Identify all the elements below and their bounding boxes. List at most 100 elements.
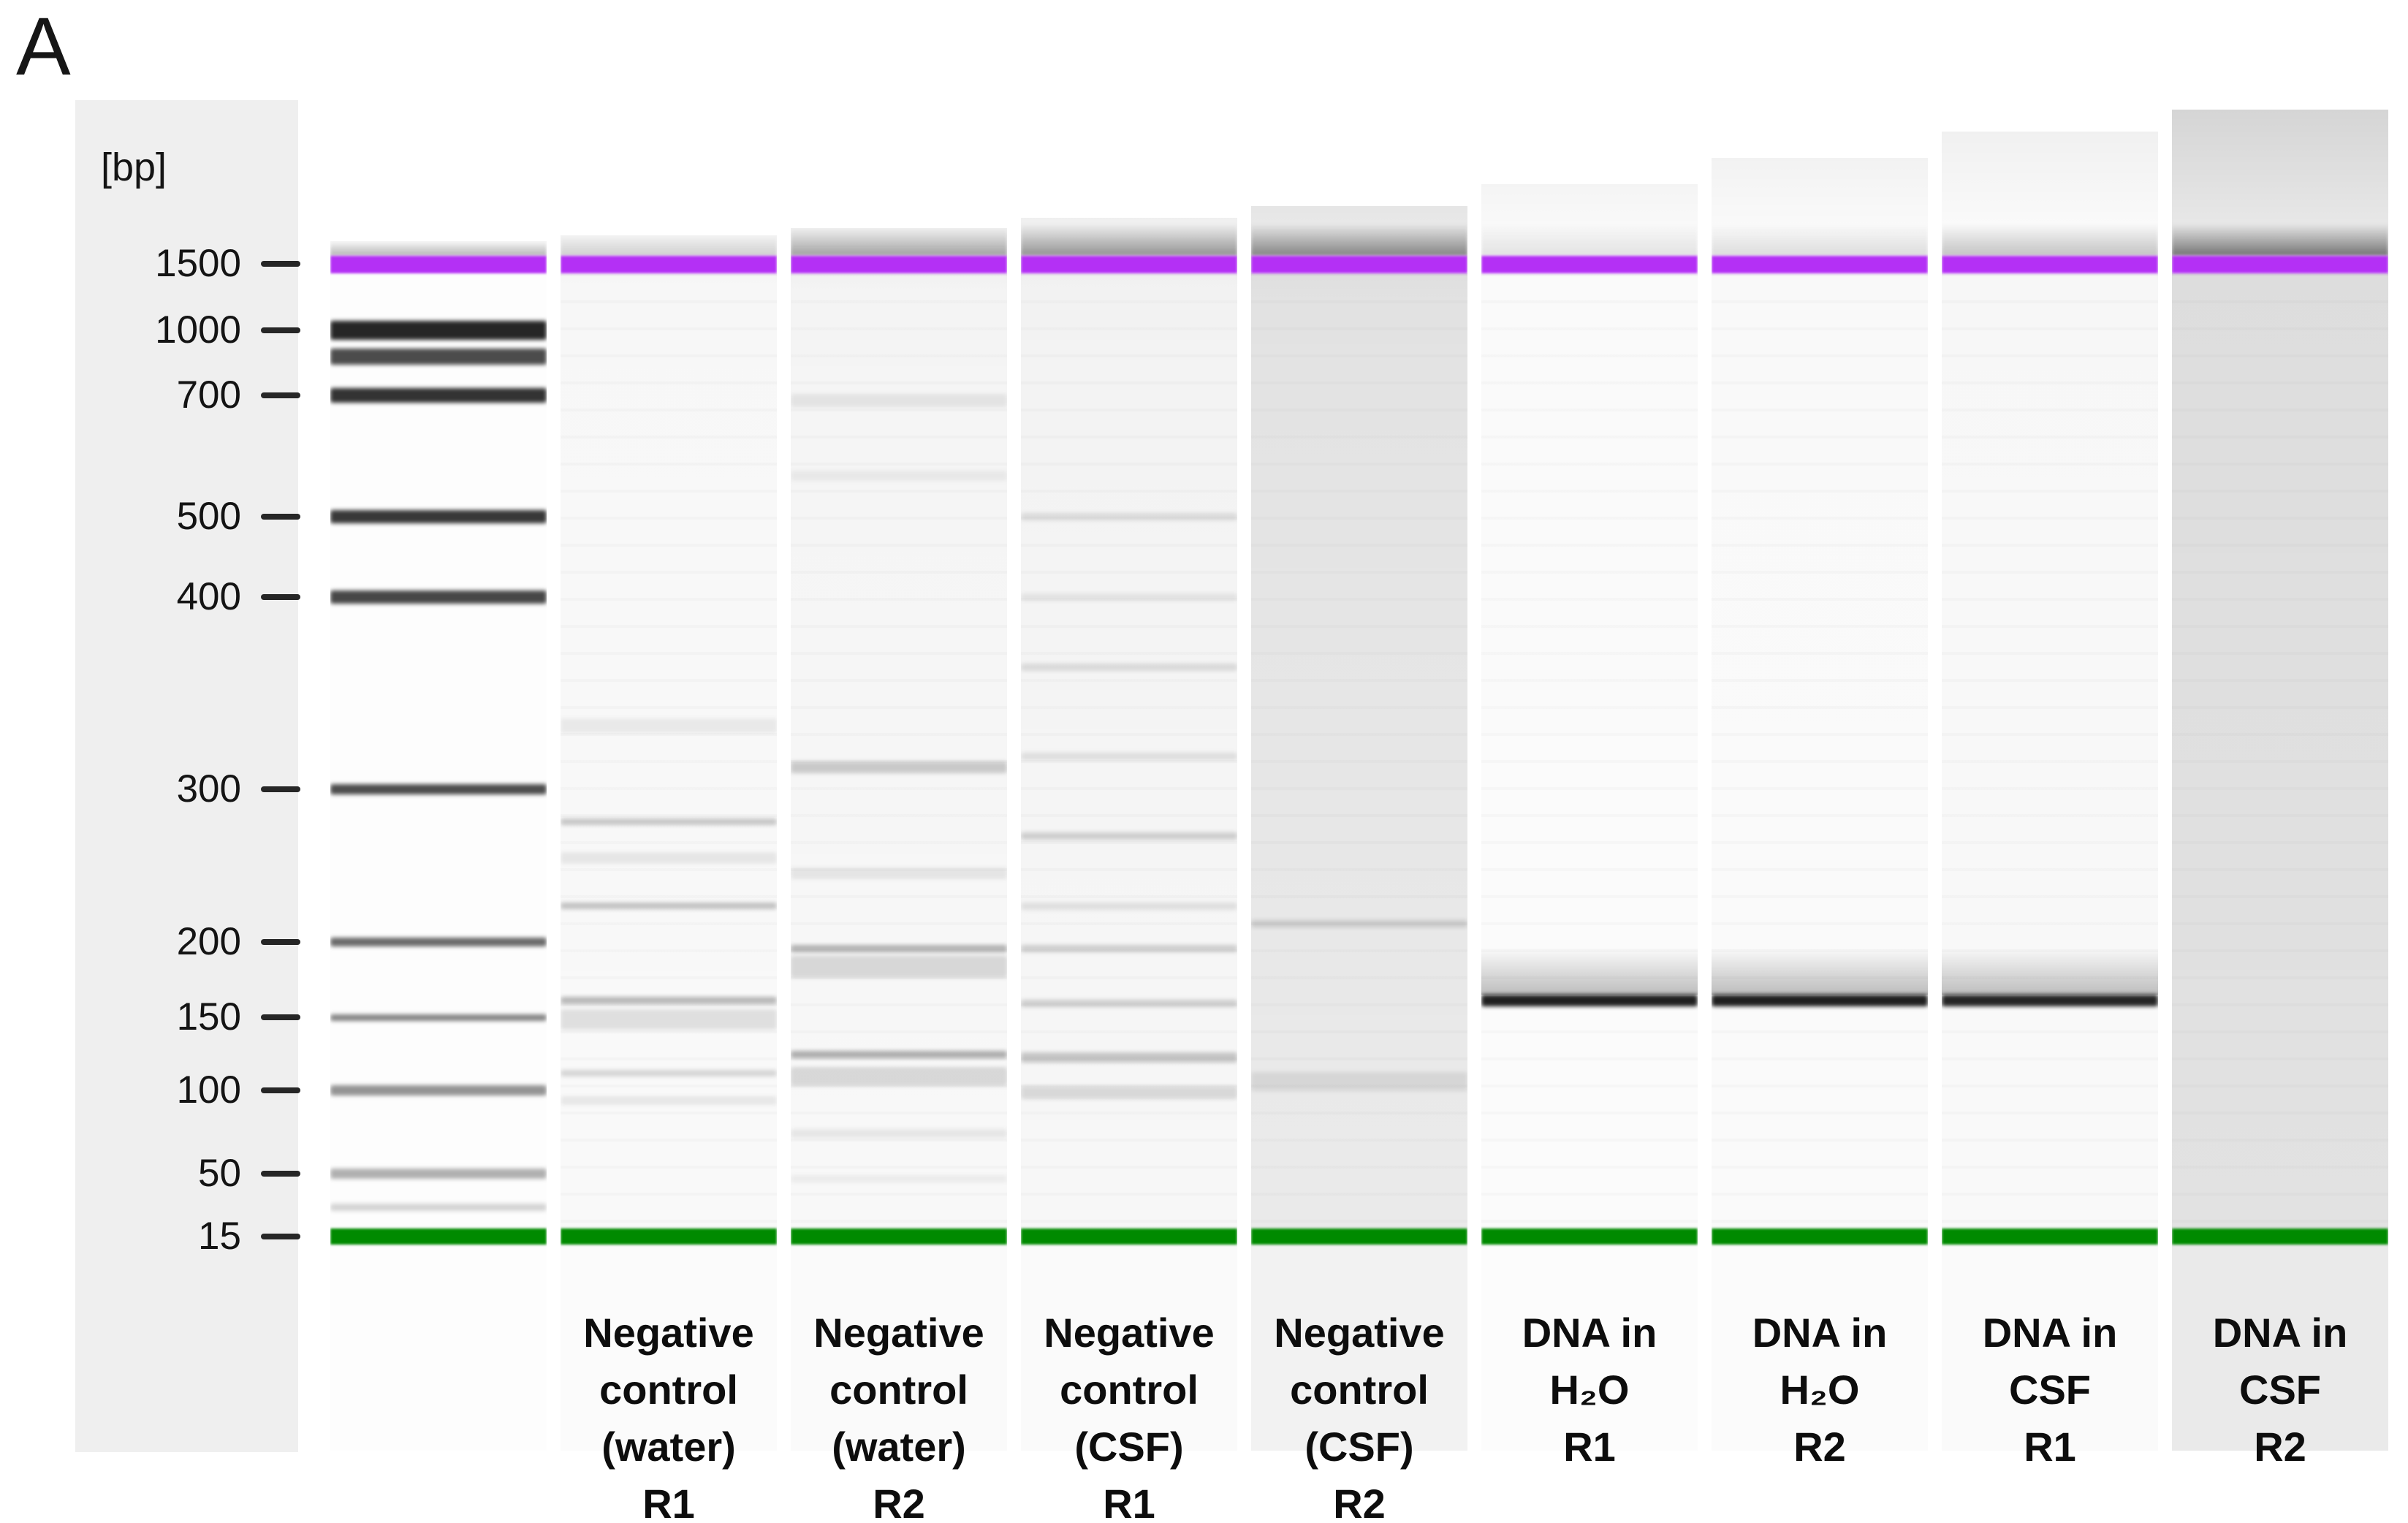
bp-tick-label: 300	[176, 767, 241, 810]
bp-tick	[261, 514, 300, 520]
lane-label-line: CSF	[2239, 1367, 2321, 1413]
lane-top-shade	[2172, 110, 2388, 241]
gel-band-400bp	[330, 590, 547, 604]
gel-band-50bp	[330, 1169, 547, 1179]
lane-top-shade	[1481, 184, 1698, 250]
bp-tick-label: 50	[198, 1152, 241, 1195]
lane-label-line: (CSF)	[1074, 1424, 1184, 1470]
bp-tick	[261, 392, 300, 398]
gel-band-200bp	[330, 938, 547, 946]
bp-tick-label: 500	[176, 495, 241, 538]
gel-band-300bp	[330, 784, 547, 794]
lane-smear	[1942, 273, 2158, 1228]
lane-label-line: Negative	[1044, 1310, 1215, 1356]
lane-striations	[1942, 273, 2158, 1228]
gel-band-220bp	[561, 903, 777, 910]
upper-marker-shadow	[2172, 224, 2388, 256]
lane-smear	[1712, 273, 1928, 1228]
lane-strip-dna-csf-r2	[2172, 110, 2388, 1451]
lane-striations	[1481, 273, 1698, 1228]
bp-tick-label: 200	[176, 920, 241, 963]
gel-band-halo	[1712, 947, 1928, 995]
upper-marker-band	[1021, 256, 1237, 273]
lane-striations	[1251, 273, 1467, 1228]
gel-band-160bp	[1942, 994, 2158, 1006]
bp-axis-column	[75, 100, 298, 1452]
gel-band-195bp	[1021, 945, 1237, 953]
lane-label-line: Negative	[1274, 1310, 1445, 1356]
gel-band-105bp	[1251, 1071, 1467, 1091]
lane-strip-dna-csf-r1	[1942, 132, 2158, 1451]
lane-label-line: R1	[1103, 1481, 1155, 1523]
lane-striations	[561, 273, 777, 1228]
lane-label-line: control	[829, 1367, 968, 1413]
lower-marker-band	[330, 1228, 547, 1245]
gel-band-220bp	[1021, 902, 1237, 910]
upper-marker-band	[791, 256, 1007, 273]
lane-label-neg-water-r2: Negative control (water) R2	[773, 1304, 1025, 1523]
lane-smear	[2172, 273, 2388, 1228]
lane-top-shade	[1021, 218, 1237, 291]
lane-strip-neg-csf-r2	[1251, 206, 1467, 1451]
upper-marker-band	[1481, 256, 1698, 273]
gel-band-560bp	[791, 471, 1007, 482]
lane-smear	[1251, 273, 1467, 1228]
lane-label-line: Negative	[583, 1310, 754, 1356]
gel-band-700bp	[330, 388, 547, 403]
gel-band-halo	[1481, 947, 1698, 995]
lane-label-line: H₂O	[1780, 1367, 1860, 1413]
bp-tick	[261, 939, 300, 945]
lane-top-shade	[1251, 206, 1467, 301]
bp-tick-label: 150	[176, 995, 241, 1038]
lane-strip-neg-water-r2	[791, 228, 1007, 1451]
lane-label-line: (CSF)	[1304, 1424, 1414, 1470]
lane-label-neg-csf-r1: Negative control (CSF) R1	[1003, 1304, 1255, 1523]
gel-band-275bp	[561, 819, 777, 826]
bp-tick-label: 700	[176, 373, 241, 417]
gel-band-25bp	[330, 1204, 547, 1211]
upper-marker-band	[330, 256, 547, 273]
lane-smear	[1021, 273, 1237, 1228]
lane-label-line: control	[599, 1367, 738, 1413]
gel-band-120bp	[1021, 1052, 1237, 1063]
lower-marker-band	[1251, 1228, 1467, 1245]
lane-label-line: R2	[873, 1481, 925, 1523]
bp-tick	[261, 261, 300, 267]
bp-tick	[261, 1087, 300, 1093]
lane-label-line: R1	[1563, 1424, 1616, 1470]
bp-tick	[261, 1234, 300, 1239]
lane-striations	[1712, 273, 1928, 1228]
upper-marker-band	[561, 256, 777, 273]
gel-band-70bp	[791, 1128, 1007, 1138]
lane-label-dna-h2o-r2: DNA in H₂O R2	[1694, 1304, 1945, 1475]
lane-striations	[791, 273, 1007, 1228]
lane-label-dna-h2o-r1: DNA in H₂O R1	[1464, 1304, 1715, 1475]
upper-marker-shadow	[791, 228, 1007, 256]
gel-band-870bp	[330, 349, 547, 365]
lane-strip-neg-csf-r1	[1021, 218, 1237, 1451]
lane-label-line: R1	[2024, 1424, 2076, 1470]
bp-tick	[261, 1014, 300, 1020]
gel-band-400bp	[1021, 593, 1237, 601]
lower-marker-band	[561, 1228, 777, 1245]
upper-marker-band	[1251, 256, 1467, 273]
upper-marker-shadow	[1481, 224, 1698, 256]
lane-top-shade	[1942, 132, 2158, 227]
gel-band-108bp	[791, 1067, 1007, 1087]
gel-band-500bp	[330, 510, 547, 523]
lane-label-line: R2	[1793, 1424, 1846, 1470]
gel-band-148bp	[561, 1009, 777, 1030]
gel-band-160bp	[1481, 994, 1698, 1006]
lane-smear	[561, 273, 777, 1228]
gel-band-182bp	[791, 955, 1007, 978]
gel-band-160bp	[561, 996, 777, 1004]
gel-band-122bp	[791, 1050, 1007, 1058]
bp-tick-label: 400	[176, 575, 241, 618]
lane-label-line: R2	[2254, 1424, 2306, 1470]
lane-label-line: DNA in	[1522, 1310, 1657, 1356]
lane-label-line: R2	[1333, 1481, 1386, 1523]
gel-band-360bp	[1021, 664, 1237, 672]
upper-marker-band	[2172, 256, 2388, 273]
gel-band-690bp	[791, 394, 1007, 408]
bp-tick	[261, 594, 300, 600]
